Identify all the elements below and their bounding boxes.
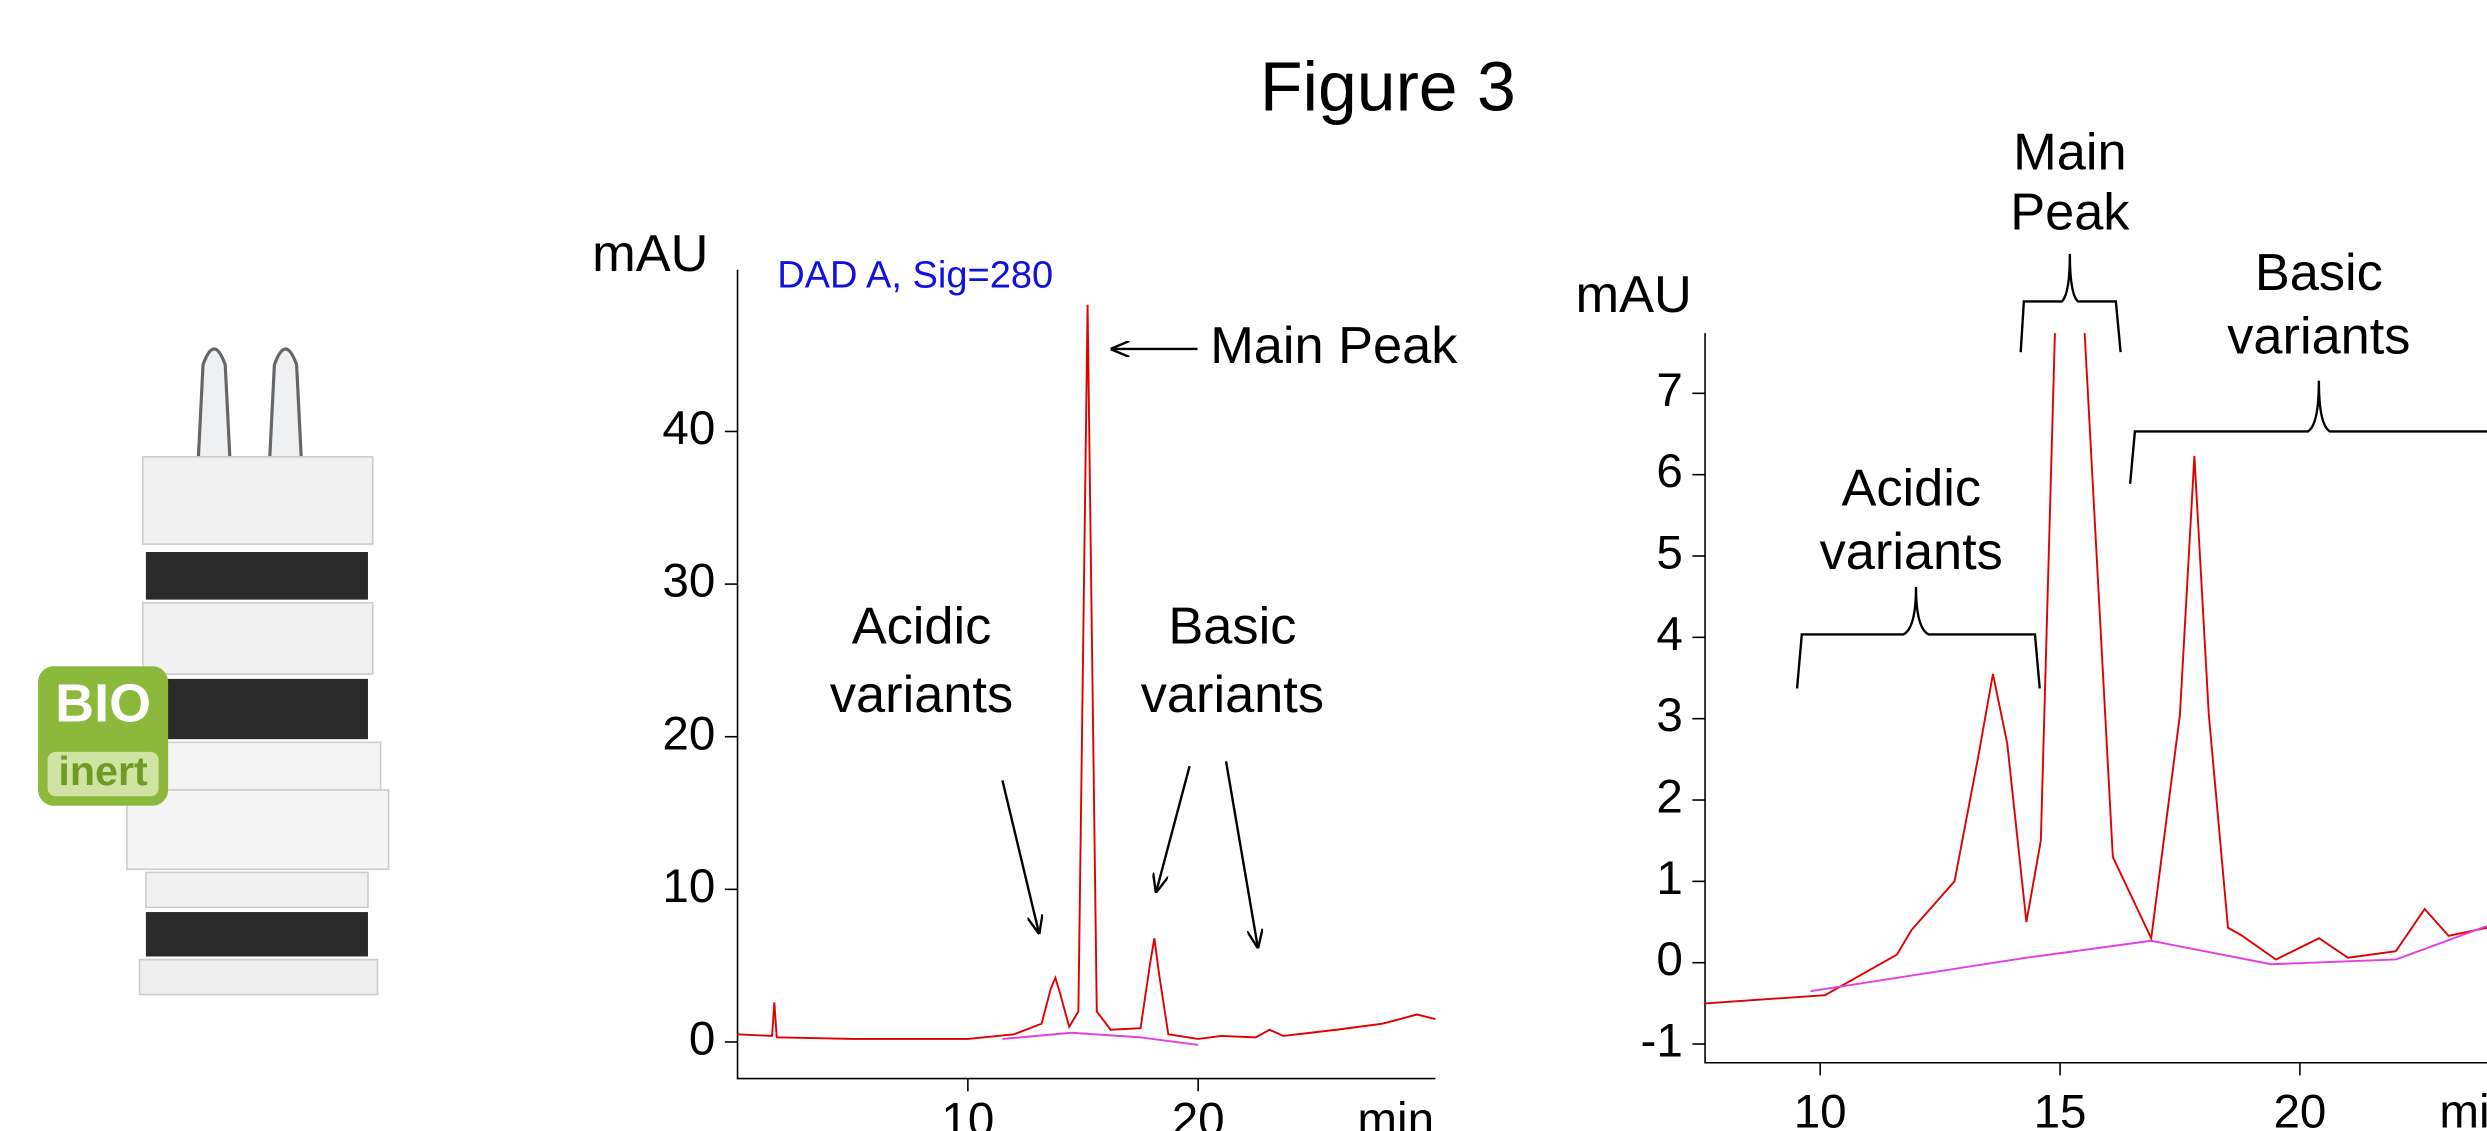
axes — [736, 269, 1436, 1080]
annotation: Peak — [2010, 184, 2130, 242]
x-tick-label: 15 — [2034, 1086, 2087, 1131]
y-tick-label: 3 — [1656, 689, 1682, 742]
y-tick-label: -1 — [1641, 1015, 1683, 1068]
annotation: Acidic — [1841, 460, 1981, 518]
y-tick-label: 40 — [662, 402, 715, 455]
plot-area — [737, 304, 1436, 1046]
y-axis-label: mAU — [592, 225, 708, 283]
y-tick-label: 0 — [689, 1013, 715, 1066]
annotation: variants — [1820, 523, 2003, 581]
annotation: Basic — [2255, 244, 2383, 302]
data-line — [1810, 925, 2487, 993]
arrows — [1001, 349, 1257, 947]
y-tick-label: 5 — [1656, 527, 1682, 580]
x-axis-label: min — [2439, 1086, 2487, 1131]
y-tick-label: 0 — [1656, 933, 1682, 986]
instrument-illustration — [126, 347, 390, 996]
x-tick-label: 10 — [941, 1094, 994, 1131]
annotation: variants — [830, 666, 1013, 724]
y-tick-label: 1 — [1656, 852, 1682, 905]
y-tick-label: 10 — [662, 860, 715, 913]
x-tick-label: 20 — [2273, 1086, 2326, 1131]
x-tick-label: 20 — [1172, 1094, 1225, 1131]
annotation: variants — [2227, 307, 2410, 365]
figure-title: Figure 3 — [1260, 47, 1516, 125]
logo-text: inert — [58, 748, 148, 794]
annotation: Acidic — [852, 598, 992, 656]
brackets — [1795, 253, 2487, 689]
y-tick-label: 4 — [1656, 608, 1682, 661]
y-tick-label: 6 — [1656, 445, 1682, 498]
bio-inert-logo: BIO inert — [38, 666, 169, 806]
annotation: Basic — [1168, 598, 1296, 656]
logo-text: BIO — [55, 674, 151, 734]
data-line — [1705, 333, 2487, 1005]
y-tick-label: 7 — [1656, 364, 1682, 417]
y-tick-label: 30 — [662, 555, 715, 608]
data-line — [737, 304, 1436, 1040]
data-line — [1002, 1031, 1199, 1046]
axes — [1704, 333, 2487, 1064]
y-tick-label: 20 — [662, 707, 715, 760]
plot-area — [1705, 333, 2487, 1005]
x-tick-label: 10 — [1794, 1086, 1847, 1131]
y-axis-label: mAU — [1576, 266, 1692, 324]
annotation: Main — [2013, 123, 2126, 181]
annotation: Main Peak — [1210, 317, 1458, 375]
y-tick-label: 2 — [1656, 771, 1682, 824]
signal-label: DAD A, Sig=280 — [777, 255, 1053, 297]
annotation: variants — [1141, 666, 1324, 724]
x-axis-label: min — [1357, 1094, 1434, 1131]
